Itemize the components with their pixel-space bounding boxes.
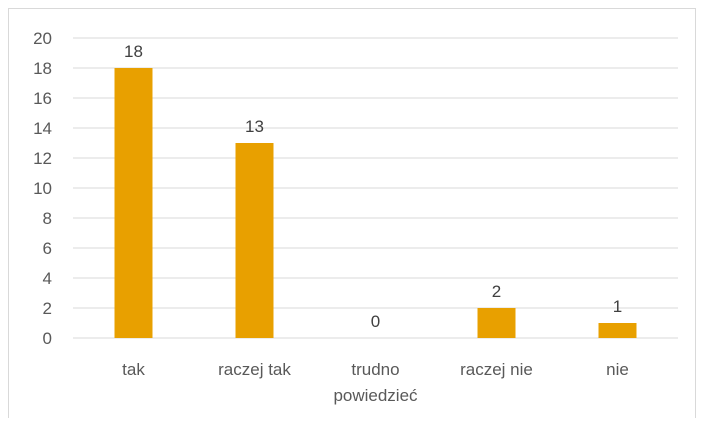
data-label: 0: [371, 312, 380, 331]
x-category-label: raczej tak: [218, 360, 291, 379]
data-label: 13: [245, 117, 264, 136]
bar: [598, 323, 637, 338]
x-category-label: raczej nie: [460, 360, 533, 379]
x-category-label: tak: [122, 360, 145, 379]
chart-frame: [8, 8, 696, 418]
data-label: 2: [492, 282, 501, 301]
x-category-label: powiedzieć: [333, 386, 418, 405]
y-tick-label: 18: [33, 59, 52, 78]
x-category-label: nie: [606, 360, 629, 379]
y-tick-label: 2: [43, 299, 52, 318]
y-tick-label: 4: [43, 269, 52, 288]
data-label: 1: [613, 297, 622, 316]
bar: [235, 143, 274, 338]
y-tick-label: 10: [33, 179, 52, 198]
bar: [114, 68, 153, 338]
y-tick-label: 14: [33, 119, 52, 138]
data-label: 18: [124, 42, 143, 61]
bar: [477, 308, 516, 338]
y-tick-label: 16: [33, 89, 52, 108]
y-tick-label: 8: [43, 209, 52, 228]
y-tick-label: 20: [33, 29, 52, 48]
x-category-label: trudno: [351, 360, 399, 379]
y-tick-label: 12: [33, 149, 52, 168]
y-tick-label: 6: [43, 239, 52, 258]
y-tick-label: 0: [43, 329, 52, 348]
